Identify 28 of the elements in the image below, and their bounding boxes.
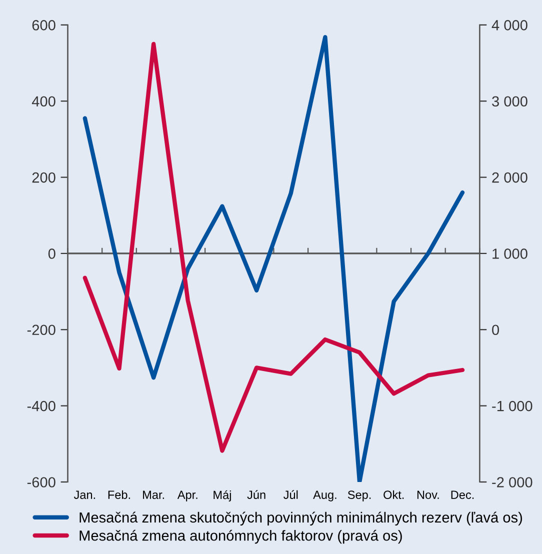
y2-tick-label: 3 000	[492, 96, 528, 107]
x-tick-label: Okt.	[384, 490, 404, 499]
y-tick-label: -400	[27, 400, 56, 412]
y2-tick-label: -2 000	[492, 477, 532, 488]
x-tick-label: Feb.	[108, 490, 130, 499]
x-tick-label: Dec.	[451, 490, 474, 499]
x-tick-label: Aug.	[313, 490, 336, 502]
x-tick-label: Máj	[214, 490, 231, 502]
x-tick-label: Jún	[247, 490, 266, 499]
y2-tick-label: 2 000	[492, 172, 528, 183]
y-tick-label: 600	[32, 20, 56, 30]
y-tick-label: 200	[32, 172, 56, 183]
y2-tick-label: 0	[492, 324, 500, 336]
legend-label: Mesačná zmena skutočných povinných minimálnych rezerv (ľavá os)	[80, 512, 522, 526]
x-tick-label: Nov.	[417, 490, 439, 499]
legend-label: Mesačná zmena autonómnych faktorov (pravá os)	[80, 530, 402, 544]
y-tick-label: 400	[32, 96, 56, 107]
x-tick-label: Júl	[284, 490, 298, 499]
x-tick-label: Sep.	[348, 490, 371, 502]
y2-tick-label: 1 000	[492, 248, 528, 259]
y-tick-label: -600	[27, 477, 56, 488]
y2-tick-label: 4 000	[492, 20, 528, 30]
y-tick-label: 0	[48, 248, 56, 259]
y2-tick-label: -1 000	[492, 400, 532, 412]
x-tick-label: Jan.	[74, 490, 95, 499]
x-tick-label: Mar.	[143, 490, 164, 499]
x-tick-label: Apr.	[177, 490, 198, 502]
y-tick-label: -200	[27, 324, 56, 336]
